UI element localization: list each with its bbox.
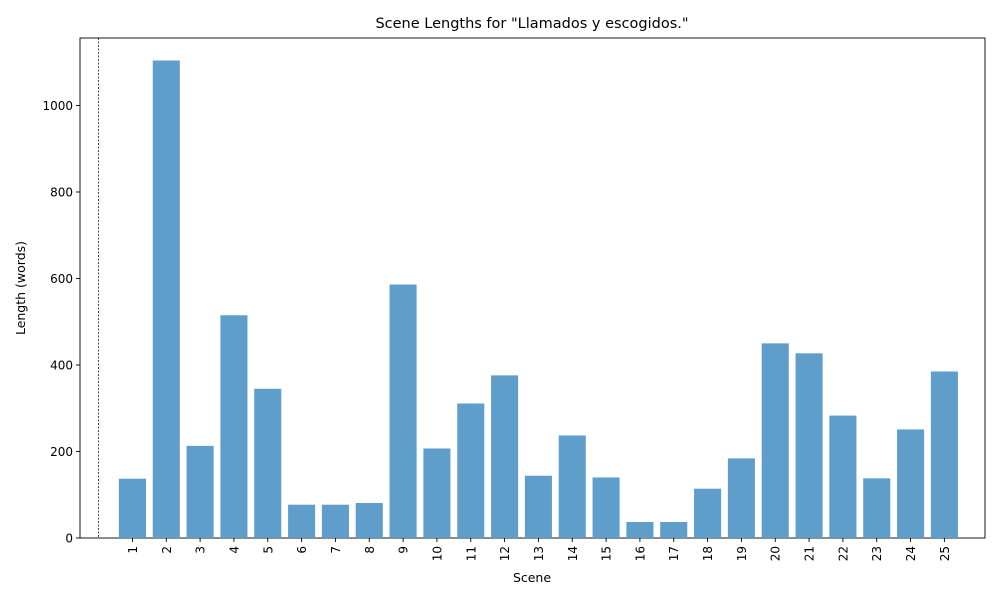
x-tick-label: 13 [532, 546, 546, 561]
x-tick-label: 17 [667, 546, 681, 561]
x-tick-label: 15 [600, 546, 614, 561]
bar-scene-13 [524, 475, 552, 538]
x-tick-label: 9 [397, 546, 411, 554]
bars-group [118, 60, 958, 539]
x-tick-label: 21 [803, 546, 817, 561]
x-tick-label: 5 [261, 546, 275, 554]
x-tick-label: 2 [160, 546, 174, 554]
bar-scene-10 [423, 448, 451, 538]
x-tick-label: 14 [566, 546, 580, 561]
bar-scene-15 [592, 477, 620, 538]
x-tick-label: 6 [295, 546, 309, 554]
x-tick-label: 10 [430, 546, 444, 561]
chart-title: Scene Lengths for "Llamados y escogidos.… [375, 16, 688, 32]
bar-scene-23 [863, 478, 891, 538]
bar-scene-11 [457, 403, 485, 538]
bar-scene-7 [321, 504, 349, 538]
y-axis-label: Length (words) [13, 241, 28, 335]
y-tick-label: 200 [50, 445, 73, 459]
bar-scene-3 [186, 445, 214, 538]
y-axis-ticks: 0 200 400 600 800 1000 [42, 99, 80, 545]
bar-scene-1 [118, 478, 146, 538]
bar-scene-4 [220, 315, 248, 538]
y-tick-label: 800 [50, 185, 73, 199]
y-tick-label: 400 [50, 358, 73, 372]
bar-scene-22 [829, 415, 857, 538]
x-tick-label: 7 [329, 546, 343, 554]
bar-scene-2 [152, 60, 180, 539]
bar-scene-9 [389, 284, 417, 538]
bar-scene-16 [626, 521, 654, 538]
bar-scene-14 [558, 435, 586, 538]
bar-scene-18 [694, 488, 722, 538]
bar-scene-21 [795, 353, 823, 538]
y-tick-label: 0 [65, 531, 73, 545]
x-tick-label: 24 [904, 546, 918, 561]
bar-scene-8 [355, 502, 383, 538]
bar-scene-20 [761, 343, 789, 538]
x-tick-label: 19 [735, 546, 749, 561]
x-tick-label: 1 [126, 546, 140, 554]
x-tick-label: 3 [194, 546, 208, 554]
y-tick-label: 1000 [42, 99, 73, 113]
x-tick-label: 4 [227, 546, 241, 554]
bar-scene-5 [254, 388, 282, 538]
x-tick-label: 8 [363, 546, 377, 554]
bar-scene-25 [930, 371, 958, 538]
x-tick-label: 12 [498, 546, 512, 561]
y-tick-label: 600 [50, 272, 73, 286]
x-tick-label: 20 [769, 546, 783, 561]
bar-scene-12 [491, 375, 519, 538]
x-tick-label: 18 [701, 546, 715, 561]
x-tick-label: 22 [836, 546, 850, 561]
bar-scene-19 [727, 458, 755, 538]
x-axis-ticks: 1 2 3 4 5 6 7 8 9 10 11 12 13 14 15 16 17 18 19 20 21 22 23 24 2… [126, 538, 952, 561]
bar-scene-24 [897, 429, 925, 538]
x-tick-label: 23 [870, 546, 884, 561]
bar-scene-6 [288, 504, 316, 538]
x-tick-label: 11 [464, 546, 478, 561]
bar-scene-17 [660, 521, 688, 538]
x-tick-label: 16 [633, 546, 647, 561]
x-axis-label: Scene [513, 570, 551, 585]
x-tick-label: 25 [938, 546, 952, 561]
